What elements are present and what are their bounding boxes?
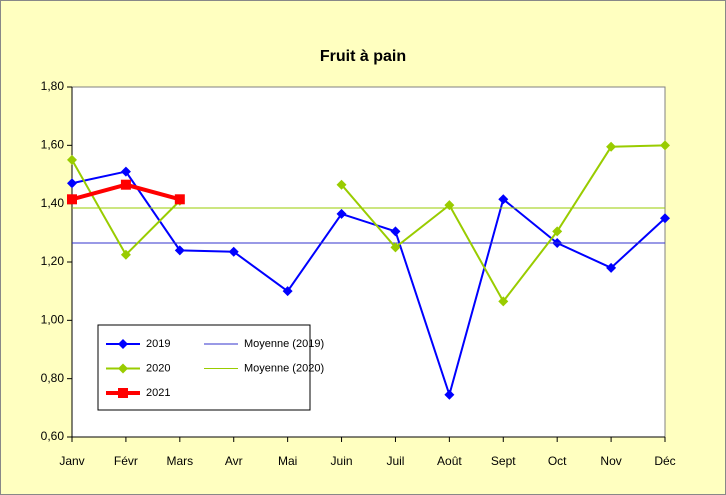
data-point [660,213,670,224]
data-point [336,179,347,190]
data-point [67,178,77,189]
legend-marker [118,363,128,374]
y-tick-label: 1,00 [41,313,65,327]
y-tick-label: 1,40 [41,196,65,210]
legend-marker [118,388,128,398]
data-point [498,296,509,307]
data-point [120,249,131,260]
data-point [120,179,131,190]
legend-label: Moyenne (2019) [244,338,324,350]
x-tick-label: Déc [654,454,675,468]
data-point [552,226,563,237]
data-point [228,246,239,257]
x-tick-label: Janv [59,454,84,468]
x-tick-label: Mai [278,454,297,468]
y-tick-label: 1,20 [41,254,65,268]
y-tick-label: 0,60 [41,429,65,443]
data-point [444,389,455,400]
data-point [174,194,185,205]
legend-label: 2019 [146,338,170,350]
legend-marker [118,339,128,349]
x-tick-label: Nov [600,454,621,468]
x-tick-label: Avr [225,454,243,468]
x-tick-label: Févr [114,454,138,468]
legend-label: 2021 [146,387,170,399]
data-point [606,141,617,152]
chart-title: Fruit à pain [320,48,406,65]
data-point [120,166,131,177]
data-point [390,242,401,253]
data-point [390,226,401,237]
data-point [498,194,509,205]
x-tick-label: Mars [166,454,193,468]
data-point [336,208,347,219]
x-tick-label: Août [437,454,462,468]
legend-label: Moyenne (2020) [244,362,324,374]
x-tick-label: Juil [386,454,404,468]
data-point [282,286,293,297]
data-point [660,140,670,151]
y-tick-label: 1,60 [41,138,65,152]
series-line [71,170,666,399]
x-tick-label: Oct [548,454,567,468]
data-point [67,154,77,165]
y-tick-label: 1,80 [41,79,65,93]
y-tick-label: 0,80 [41,371,65,385]
data-point [174,245,185,256]
x-tick-label: Sept [491,454,516,468]
data-point [606,262,617,273]
data-point [67,194,77,205]
x-tick-label: Juin [331,454,353,468]
legend-label: 2020 [146,362,170,374]
